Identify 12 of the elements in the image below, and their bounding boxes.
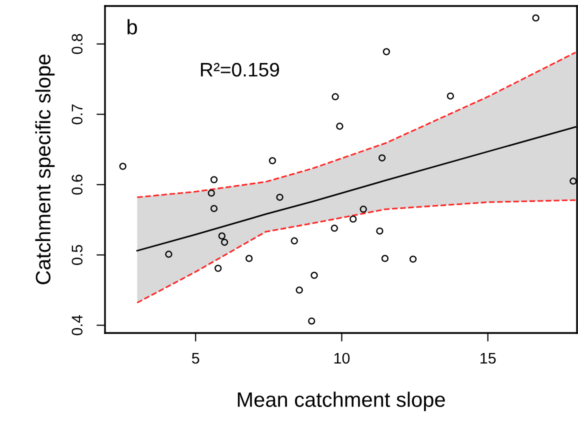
x-axis-title: Mean catchment slope <box>238 392 445 412</box>
x-tick-label: 15 <box>480 353 496 364</box>
y-tick-label: 0.7 <box>72 104 83 124</box>
x-tick-label: 5 <box>192 353 200 364</box>
x-tick-label: 10 <box>334 352 350 364</box>
annotation: b <box>128 19 137 34</box>
y-tick-label: 0.8 <box>72 34 83 54</box>
y-axis-title: Catchment specific slope <box>35 54 55 284</box>
y-tick-label: 0.6 <box>72 174 83 195</box>
annotation: R²=0.159 <box>200 62 280 77</box>
y-tick-label: 0.5 <box>72 244 83 265</box>
y-tick-label: 0.4 <box>72 315 83 336</box>
